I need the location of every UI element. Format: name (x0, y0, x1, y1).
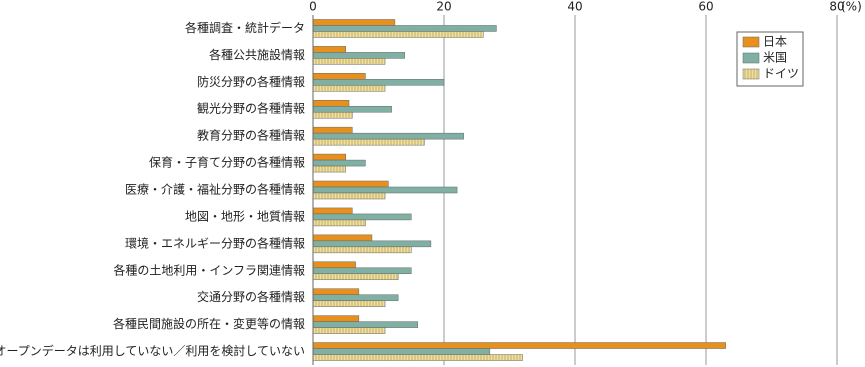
bar (312, 315, 360, 322)
bar (312, 288, 360, 295)
bar (312, 246, 412, 254)
bar (312, 31, 484, 38)
bar (312, 240, 432, 248)
bar (312, 186, 458, 194)
legend-swatch (742, 68, 760, 80)
bar (312, 261, 356, 269)
y-tick-label: オープンデータは利用していない／利用を検討していない (0, 343, 305, 358)
bar (312, 79, 445, 86)
y-tick-label: 各種民間施設の所在・変更等の情報 (113, 316, 305, 331)
bar (312, 105, 392, 113)
y-tick-label: 各種調査・統計データ (185, 20, 305, 35)
bar (312, 207, 353, 215)
y-tick-label: 環境・エネルギー分野の各種情報 (125, 235, 305, 250)
y-tick-label: 医療・介護・福祉分野の各種情報 (125, 182, 305, 197)
bar (312, 342, 726, 349)
bar (312, 219, 366, 227)
bar (312, 354, 523, 361)
bar (312, 234, 373, 242)
x-tick-label: 40 (567, 0, 582, 14)
x-tick-label: 0 (309, 0, 317, 14)
bar (312, 273, 399, 281)
bar (312, 327, 386, 334)
bar (312, 132, 464, 140)
bar (312, 294, 399, 301)
x-tick-label: 60 (698, 0, 713, 14)
y-tick-label: 防災分野の各種情報 (197, 74, 305, 89)
bar (312, 138, 425, 146)
bar (312, 111, 353, 119)
bar (312, 46, 346, 53)
legend-label: ドイツ (763, 67, 799, 81)
y-tick-label: 教育分野の各種情報 (197, 128, 305, 143)
x-unit: (%) (841, 0, 862, 14)
bar (312, 165, 346, 173)
y-tick-label: 各種の土地利用・インフラ関連情報 (113, 262, 305, 277)
x-tick-label: 80 (829, 0, 844, 14)
legend-label: 米国 (763, 51, 787, 65)
legend-swatch (742, 52, 760, 64)
bar (312, 25, 497, 32)
y-tick-label: 観光分野の各種情報 (197, 101, 305, 116)
bar (312, 19, 396, 26)
x-tick-label: 20 (436, 0, 451, 14)
bar (312, 58, 386, 65)
y-tick-label: 保育・子育て分野の各種情報 (149, 155, 305, 170)
bar (312, 321, 419, 328)
y-tick-label: 各種公共施設情報 (209, 47, 305, 62)
bar (312, 159, 366, 167)
bar (312, 213, 412, 221)
legend-label: 日本 (763, 35, 787, 49)
bar (312, 52, 405, 59)
bar (312, 267, 412, 275)
bar (312, 153, 346, 161)
bar (312, 73, 366, 80)
bar (312, 85, 386, 92)
bar (312, 192, 386, 200)
legend-swatch (742, 36, 760, 48)
y-tick-label: 地図・地形・地質情報 (185, 208, 305, 223)
bar (312, 99, 350, 107)
bar (312, 180, 389, 188)
bar (312, 348, 491, 355)
bar (312, 126, 353, 134)
y-tick-label: 交通分野の各種情報 (197, 289, 305, 304)
bar (312, 300, 386, 307)
